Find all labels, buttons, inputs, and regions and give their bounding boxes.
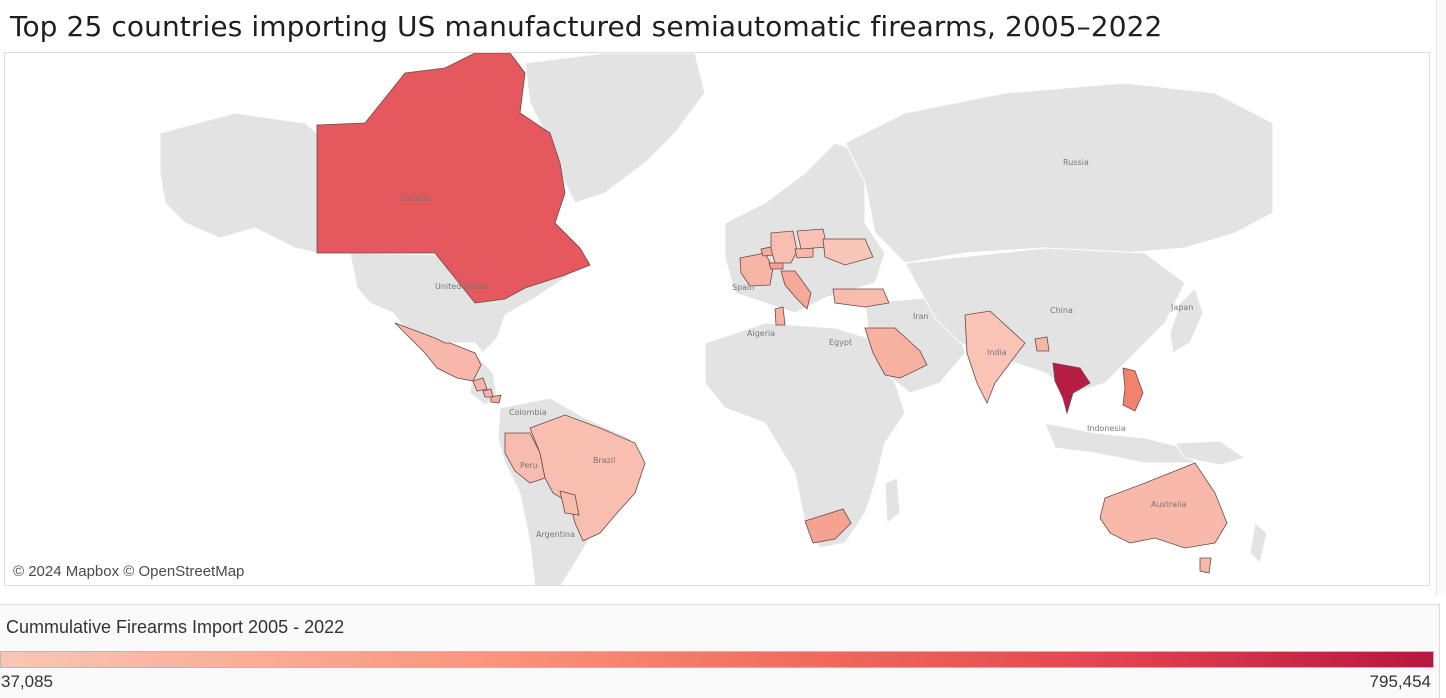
label-spain: Spain [732,283,754,292]
scrollbar[interactable] [1436,0,1446,596]
country-thailand[interactable] [1052,362,1091,415]
label-egypt: Egypt [829,338,852,347]
land-japan [1169,287,1204,354]
country-guatemala[interactable] [472,377,488,392]
label-indonesia: Indonesia [1087,424,1126,433]
country-czech-republic[interactable] [794,247,814,259]
country-canada[interactable] [316,53,591,304]
country-turkey[interactable] [832,288,890,308]
label-canada: Canada [400,194,431,203]
country-germany[interactable] [770,230,798,264]
country-peru[interactable] [504,432,546,484]
country-australia[interactable] [1099,462,1228,549]
country-panama[interactable] [490,394,502,404]
country-bangladesh[interactable] [1034,336,1050,352]
land-alaska [159,112,318,254]
country-brazil[interactable] [529,414,646,542]
country-poland[interactable] [796,228,828,250]
label-india: India [987,348,1007,357]
label-peru: Peru [520,461,538,470]
country-south-africa[interactable] [804,508,852,544]
map-canvas[interactable]: Canada United States Russia China Japan … [5,53,1430,586]
legend-gradient-bar [0,651,1434,668]
country-paraguay[interactable] [559,490,580,516]
land-madagascar [884,477,901,524]
land-asia [904,247,1186,394]
country-ukraine[interactable] [822,238,874,266]
legend-max-label: 795,454 [1369,672,1431,691]
map-attribution[interactable]: © 2024 Mapbox © OpenStreetMap [11,563,247,580]
land-new-guinea [1174,440,1247,466]
legend-min-label: 37,085 [1,672,53,691]
country-australia-tasmania[interactable] [1199,557,1212,574]
country-india[interactable] [964,310,1026,404]
label-australia: Australia [1151,500,1186,509]
country-saudi-arabia[interactable] [864,327,928,379]
label-brazil: Brazil [593,456,615,465]
country-switzerland[interactable] [768,262,784,270]
legend-title: Cummulative Firearms Import 2005 - 2022 [6,617,345,637]
country-philippines[interactable] [1122,367,1144,412]
label-iran: Iran [913,312,929,321]
land-new-zealand [1249,522,1268,564]
label-argentina: Argentina [536,530,575,539]
land-russia [844,82,1274,264]
country-mexico[interactable] [394,322,482,382]
label-china: China [1050,306,1073,315]
chart-title: Top 25 countries importing US manufactur… [10,10,1163,43]
color-legend: Cummulative Firearms Import 2005 - 2022 … [0,604,1440,698]
label-japan: Japan [1170,303,1193,312]
world-map[interactable]: Canada United States Russia China Japan … [4,52,1430,586]
label-algeria: Algeria [747,329,775,338]
country-italy[interactable] [780,270,812,310]
label-united-states: United States [435,282,489,291]
map-labels: Canada United States Russia China Japan … [400,158,1193,539]
country-tunisia[interactable] [774,306,786,326]
label-colombia: Colombia [509,408,547,417]
label-russia: Russia [1063,158,1089,167]
